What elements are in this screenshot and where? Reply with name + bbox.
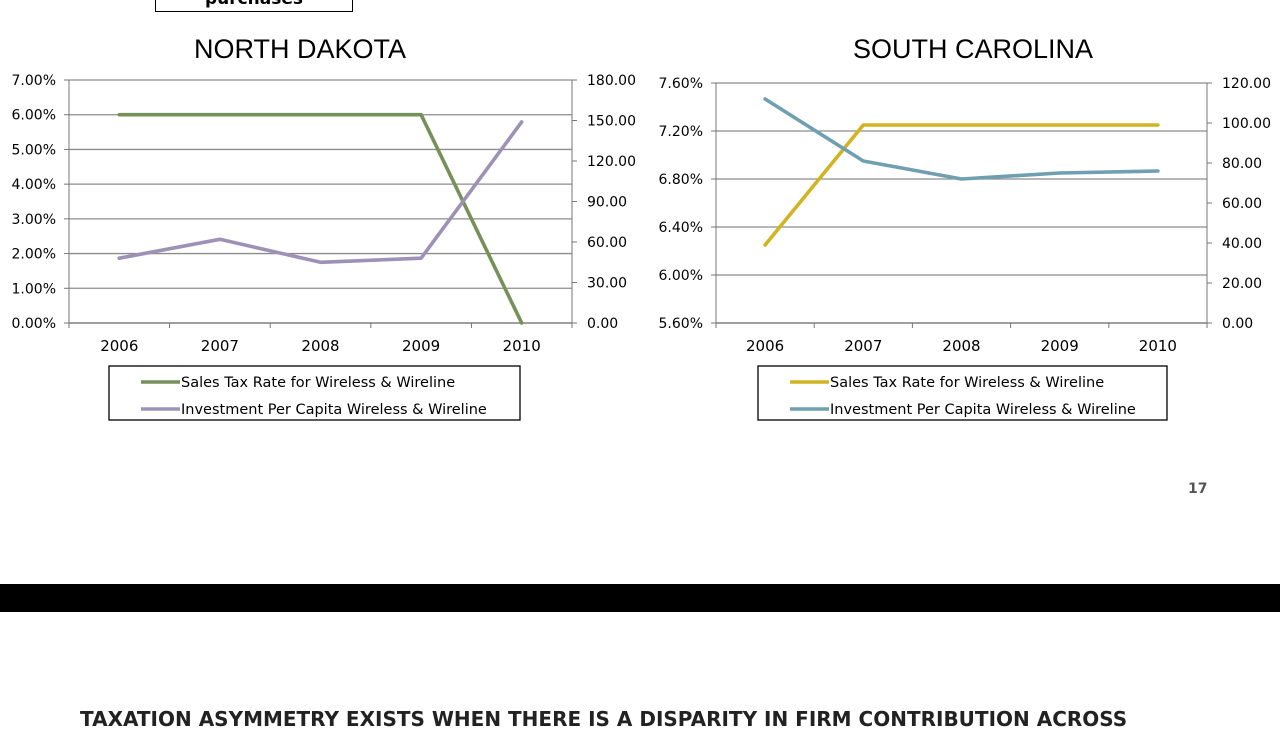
chart2-left-tick-label: 7.60% — [659, 76, 703, 92]
chart2-left-tick-label: 6.80% — [659, 172, 703, 188]
chart2-left-tick-label: 6.00% — [659, 268, 703, 284]
chart1-left-tick-label: 7.00% — [12, 73, 56, 89]
chart1-right-tick-label: 30.00 — [587, 276, 627, 292]
chart2-left-tick-label: 7.20% — [659, 124, 703, 140]
chart2-left-tick-label: 5.60% — [659, 316, 703, 332]
chart1-right-tick-label: 60.00 — [587, 235, 627, 251]
chart1-right-tick-label: 0.00 — [587, 316, 618, 332]
chart2-series-2-line — [763, 97, 1160, 181]
top-caption-box: purchases — [155, 0, 353, 12]
chart2-legend-box — [757, 365, 1168, 421]
chart2-right-tick-label: 0.00 — [1222, 316, 1253, 332]
chart1-x-tick-label: 2009 — [402, 337, 440, 355]
chart2-x-tick-label: 2006 — [746, 337, 784, 355]
chart2-right-tick-label: 80.00 — [1222, 156, 1262, 172]
next-slide-heading: TAXATION ASYMMETRY EXISTS WHEN THERE IS … — [80, 707, 1128, 731]
chart2-x-tick-label: 2007 — [844, 337, 882, 355]
chart1-left-tick-label: 6.00% — [12, 108, 56, 124]
chart1-legend-box — [108, 365, 521, 421]
chart1-left-tick-label: 3.00% — [12, 212, 56, 228]
chart1-left-tick-label: 1.00% — [12, 281, 56, 297]
chart2-legend-label-1: Sales Tax Rate for Wireless & Wireline — [830, 375, 1104, 391]
chart1-title: NORTH DAKOTA — [194, 34, 406, 64]
chart1-right-tick-label: 150.00 — [587, 114, 636, 130]
chart1-right-tick-label: 90.00 — [587, 195, 627, 211]
chart2-right-tick-label: 120.00 — [1222, 76, 1271, 92]
chart2-x-tick-label: 2010 — [1139, 337, 1177, 355]
chart1-right-tick-label: 180.00 — [587, 73, 636, 89]
chart2-right-tick-label: 40.00 — [1222, 236, 1262, 252]
chart1-left-tick-label: 4.00% — [12, 177, 56, 193]
chart1-x-tick-label: 2006 — [100, 337, 138, 355]
top-caption-text: purchases — [205, 0, 303, 9]
chart2-right-tick-label: 100.00 — [1222, 116, 1271, 132]
chart2-right-tick-label: 60.00 — [1222, 196, 1262, 212]
chart1-left-tick-label: 5.00% — [12, 142, 56, 158]
chart2-left-tick-label: 6.40% — [659, 220, 703, 236]
chart1-left-tick-label: 2.00% — [12, 247, 56, 263]
chart1-right-tick-label: 120.00 — [587, 154, 636, 170]
slide-divider-bar — [0, 584, 1280, 612]
chart2-x-tick-label: 2008 — [942, 337, 980, 355]
page-number: 17 — [1188, 481, 1208, 497]
chart2-series-1-line — [763, 123, 1160, 247]
chart1-series-2-line — [117, 120, 524, 265]
chart1-legend-label-1: Sales Tax Rate for Wireless & Wireline — [181, 375, 455, 391]
charts-area: NORTH DAKOTA 0.00% 1.00% 2.00% 3.00% 4.00% 5.0… — [12, 34, 1271, 421]
chart1-x-tick-label: 2008 — [301, 337, 339, 355]
chart1-left-tick-label: 0.00% — [12, 316, 56, 332]
chart2-right-tick-label: 20.00 — [1222, 276, 1262, 292]
chart2-x-tick-label: 2009 — [1041, 337, 1079, 355]
chart1-series-1-line — [117, 112, 524, 325]
chart1-x-tick-label: 2007 — [201, 337, 239, 355]
chart2-title: SOUTH CAROLINA — [853, 34, 1093, 64]
chart1-legend-label-2: Investment Per Capita Wireless & Wirelin… — [181, 402, 487, 418]
chart2-legend-label-2: Investment Per Capita Wireless & Wirelin… — [830, 402, 1136, 418]
chart1-x-tick-label: 2010 — [503, 337, 541, 355]
